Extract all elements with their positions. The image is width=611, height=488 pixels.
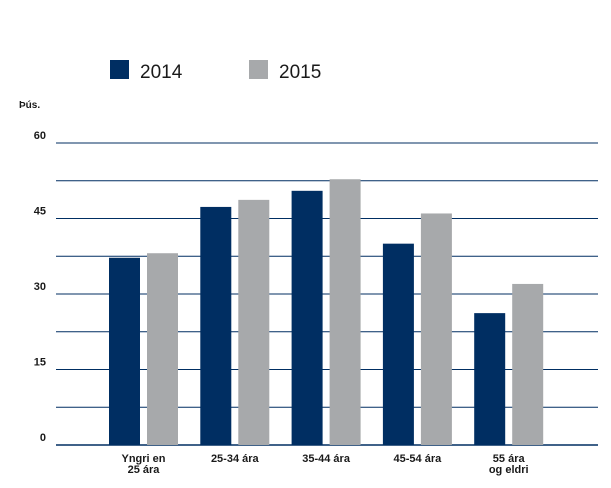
y-tick-label: 0 [40, 432, 46, 444]
x-tick-label: 35-44 ára [302, 453, 351, 465]
bar-2015-3 [420, 213, 452, 445]
legend-swatch-2014 [110, 60, 129, 79]
bar-2015-1 [238, 199, 270, 445]
x-tick-label: og eldri [489, 464, 529, 476]
x-tick-label: 25 ára [128, 464, 161, 476]
bar-2014-3 [382, 243, 414, 445]
x-tick-label: 45-54 ára [394, 453, 443, 465]
legend-label-2014: 2014 [140, 62, 183, 83]
bar-2014-2 [291, 190, 323, 445]
bar-2015-2 [329, 179, 361, 446]
y-axis-unit-label: Þús. [19, 100, 40, 111]
y-tick-label: 45 [34, 206, 46, 218]
legend-label-2015: 2015 [279, 62, 321, 83]
x-tick-label: 55 ára [493, 453, 526, 465]
gridlines [56, 142, 598, 446]
legend-swatch-2015 [249, 60, 268, 79]
bar-2014-0 [109, 257, 140, 445]
y-tick-label: 15 [34, 357, 46, 369]
legend: 2014 2015 [110, 60, 321, 83]
y-tick-label: 30 [34, 281, 46, 293]
bars [109, 179, 544, 446]
bar-2014-1 [200, 206, 232, 445]
bar-2015-0 [147, 253, 178, 445]
y-tick-label: 60 [34, 130, 46, 142]
y-axis-ticks: 0 15 30 45 60 [34, 130, 46, 444]
x-tick-label: Yngri en [121, 453, 165, 465]
bar-2015-4 [512, 283, 544, 445]
x-tick-label: 25-34 ára [211, 453, 260, 465]
bar-2014-4 [474, 313, 506, 445]
